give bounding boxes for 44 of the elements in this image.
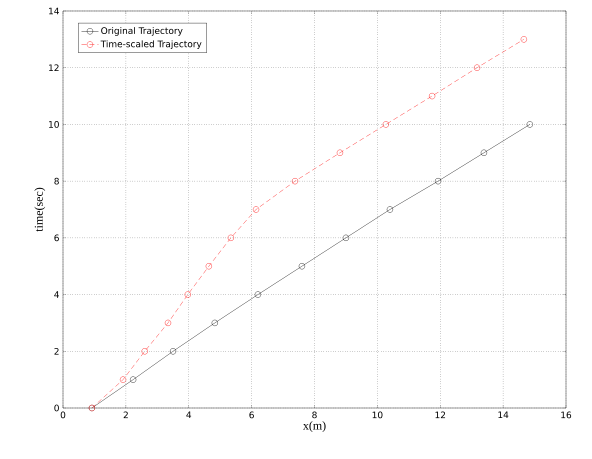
legend-label: Time-scaled Trajectory <box>100 40 202 50</box>
x-tick-label: 4 <box>186 412 192 418</box>
x-tick-label: 10 <box>372 412 382 418</box>
x-tick-label: 2 <box>124 412 128 418</box>
point <box>480 150 488 156</box>
point <box>120 376 126 383</box>
y-tick-label: 12 <box>49 64 59 72</box>
point <box>170 348 176 354</box>
point <box>342 234 350 242</box>
point <box>298 263 306 270</box>
point <box>382 121 390 128</box>
point <box>292 178 298 184</box>
x-tick-label: 6 <box>249 412 254 418</box>
y-tick-label: 6 <box>54 234 59 242</box>
point <box>130 376 136 383</box>
point <box>520 36 528 43</box>
point <box>428 92 436 100</box>
point <box>254 291 262 298</box>
legend-label: Original Trajectory <box>101 27 183 36</box>
point <box>474 64 480 71</box>
x-axis-title: x(m) <box>302 421 326 432</box>
y-tick-label: 2 <box>54 348 59 355</box>
y-tick-label: 0 <box>54 404 59 412</box>
point <box>142 348 148 354</box>
x-tick-label: 16 <box>561 412 572 418</box>
y-tick-label: 10 <box>49 121 59 128</box>
x-tick-label: 14 <box>498 412 508 418</box>
y-tick-label: 8 <box>54 178 59 185</box>
point <box>336 150 344 156</box>
y-tick-label: 4 <box>54 291 59 298</box>
point <box>212 320 218 326</box>
point <box>252 206 260 213</box>
point <box>228 234 234 242</box>
point <box>206 263 212 270</box>
x-tick-label: 8 <box>312 412 317 418</box>
point <box>164 320 172 326</box>
point <box>434 178 442 184</box>
y-tick-label: 14 <box>49 8 59 14</box>
point <box>386 206 394 213</box>
x-tick-label: 0 <box>60 412 66 418</box>
point <box>526 121 534 128</box>
y-axis-title: time(sec) <box>34 188 46 232</box>
x-tick-label: 12 <box>436 412 446 418</box>
point <box>184 291 191 298</box>
